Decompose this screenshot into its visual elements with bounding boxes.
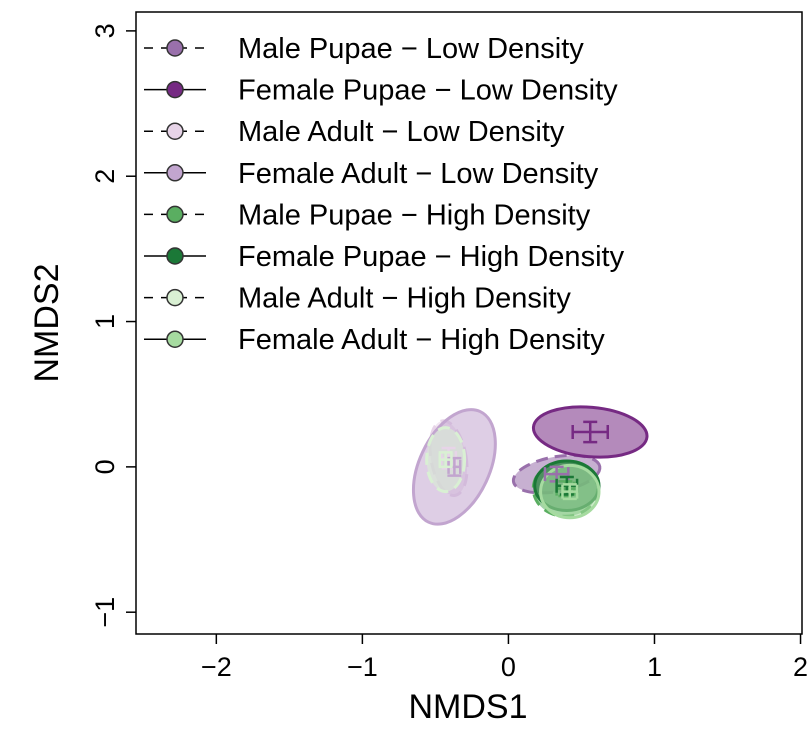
x-tick-label: 2 — [793, 652, 808, 682]
x-tick-label: 1 — [647, 652, 662, 682]
y-error-bar — [438, 451, 453, 469]
x-tick-label: −1 — [347, 652, 378, 682]
legend-label: Male Pupae − Low Density — [238, 33, 584, 65]
y-tick-label: 1 — [90, 314, 120, 329]
plot-frame — [135, 11, 803, 635]
legend-marker — [166, 247, 184, 265]
y-axis-title: NMDS2 — [28, 263, 66, 382]
y-tick-label: 0 — [90, 459, 120, 474]
legend-marker — [166, 205, 184, 224]
legend-marker — [166, 39, 184, 57]
legend-label: Male Adult − High Density — [238, 283, 571, 315]
x-tick-label: −2 — [201, 652, 232, 682]
y-tick-label: 2 — [90, 169, 120, 184]
legend-label: Female Adult − High Density — [238, 324, 605, 356]
y-tick-label: −1 — [90, 597, 120, 628]
y-error-bar — [562, 483, 577, 501]
y-error-bar — [583, 420, 598, 444]
legend-marker — [166, 80, 184, 99]
y-error-bar — [447, 456, 462, 477]
legend-marker — [166, 330, 184, 348]
x-tick-label: 0 — [501, 652, 516, 682]
legend-marker — [166, 288, 184, 307]
legend-marker — [166, 122, 184, 140]
legend-label: Female Pupae − Low Density — [238, 75, 618, 107]
y-tick-label: 3 — [90, 23, 120, 38]
legend-marker — [166, 164, 184, 182]
legend-label: Male Adult − Low Density — [238, 116, 565, 148]
x-axis-title: NMDS1 — [408, 688, 527, 726]
legend-label: Male Pupae − High Density — [238, 199, 591, 231]
legend-label: Female Adult − Low Density — [238, 158, 599, 190]
legend-label: Female Pupae − High Density — [238, 241, 625, 273]
legend: Male Pupae − Low Density Female Pupae − L… — [144, 33, 625, 356]
